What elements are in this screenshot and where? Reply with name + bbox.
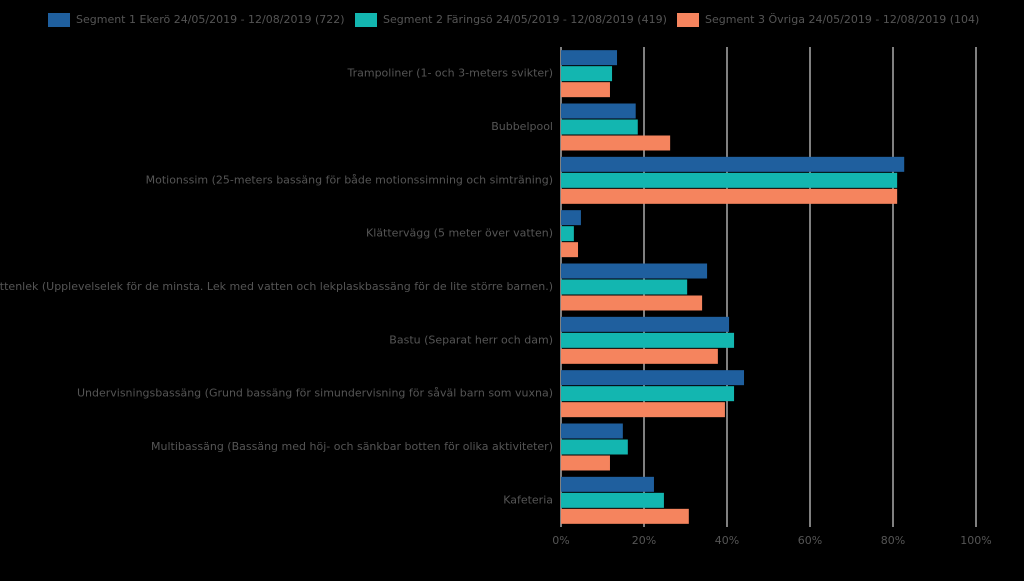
category-label: Klättervägg (5 meter över vatten) — [366, 227, 553, 240]
category-label: Motionssim (25-meters bassäng för både m… — [146, 173, 553, 186]
x-tick-label: 80% — [881, 534, 905, 547]
bar — [561, 455, 610, 471]
bar — [561, 263, 708, 279]
bar — [561, 402, 725, 418]
bar — [561, 316, 730, 332]
legend-swatch — [677, 13, 699, 27]
bar — [561, 439, 628, 455]
bar — [561, 226, 574, 242]
bar — [561, 188, 898, 204]
category-label: Bastu (Separat herr och dam) — [389, 333, 553, 346]
x-tick-label: 60% — [798, 534, 822, 547]
bar — [561, 242, 579, 258]
bar — [561, 135, 671, 151]
bar — [561, 103, 636, 119]
bar — [561, 370, 745, 386]
bar — [561, 50, 618, 66]
x-tick-label: 40% — [715, 534, 739, 547]
bar — [561, 295, 703, 311]
bar — [561, 66, 613, 82]
legend-swatch — [48, 13, 70, 27]
x-tick-label: 20% — [632, 534, 656, 547]
legend-label: Segment 3 Övriga 24/05/2019 - 12/08/2019… — [705, 13, 979, 26]
bar — [561, 119, 638, 135]
x-tick-label: 100% — [960, 534, 991, 547]
bar — [561, 332, 735, 348]
bar — [561, 172, 898, 188]
legend-label: Segment 1 Ekerö 24/05/2019 - 12/08/2019 … — [76, 13, 345, 26]
bar — [561, 423, 623, 439]
category-label: Undervisningsbassäng (Grund bassäng för … — [77, 387, 553, 400]
category-label: Kafeteria — [503, 493, 553, 506]
bar — [561, 210, 581, 226]
bar — [561, 492, 664, 508]
bar — [561, 476, 654, 492]
x-tick-label: 0% — [552, 534, 569, 547]
bar — [561, 279, 688, 295]
category-label: Bubbelpool — [491, 120, 553, 133]
legend-swatch — [355, 13, 377, 27]
bar — [561, 508, 689, 524]
category-label: Multibassäng (Bassäng med höj- och sänkb… — [151, 440, 553, 453]
legend-label: Segment 2 Färingsö 24/05/2019 - 12/08/20… — [383, 13, 667, 26]
category-label: Trampoliner (1- och 3-meters svikter) — [346, 67, 553, 80]
category-label: Vattenlek (Upplevelselek för de minsta. … — [0, 280, 553, 293]
bar — [561, 386, 735, 402]
bar — [561, 348, 718, 364]
bar — [561, 156, 905, 172]
bar — [561, 82, 610, 98]
